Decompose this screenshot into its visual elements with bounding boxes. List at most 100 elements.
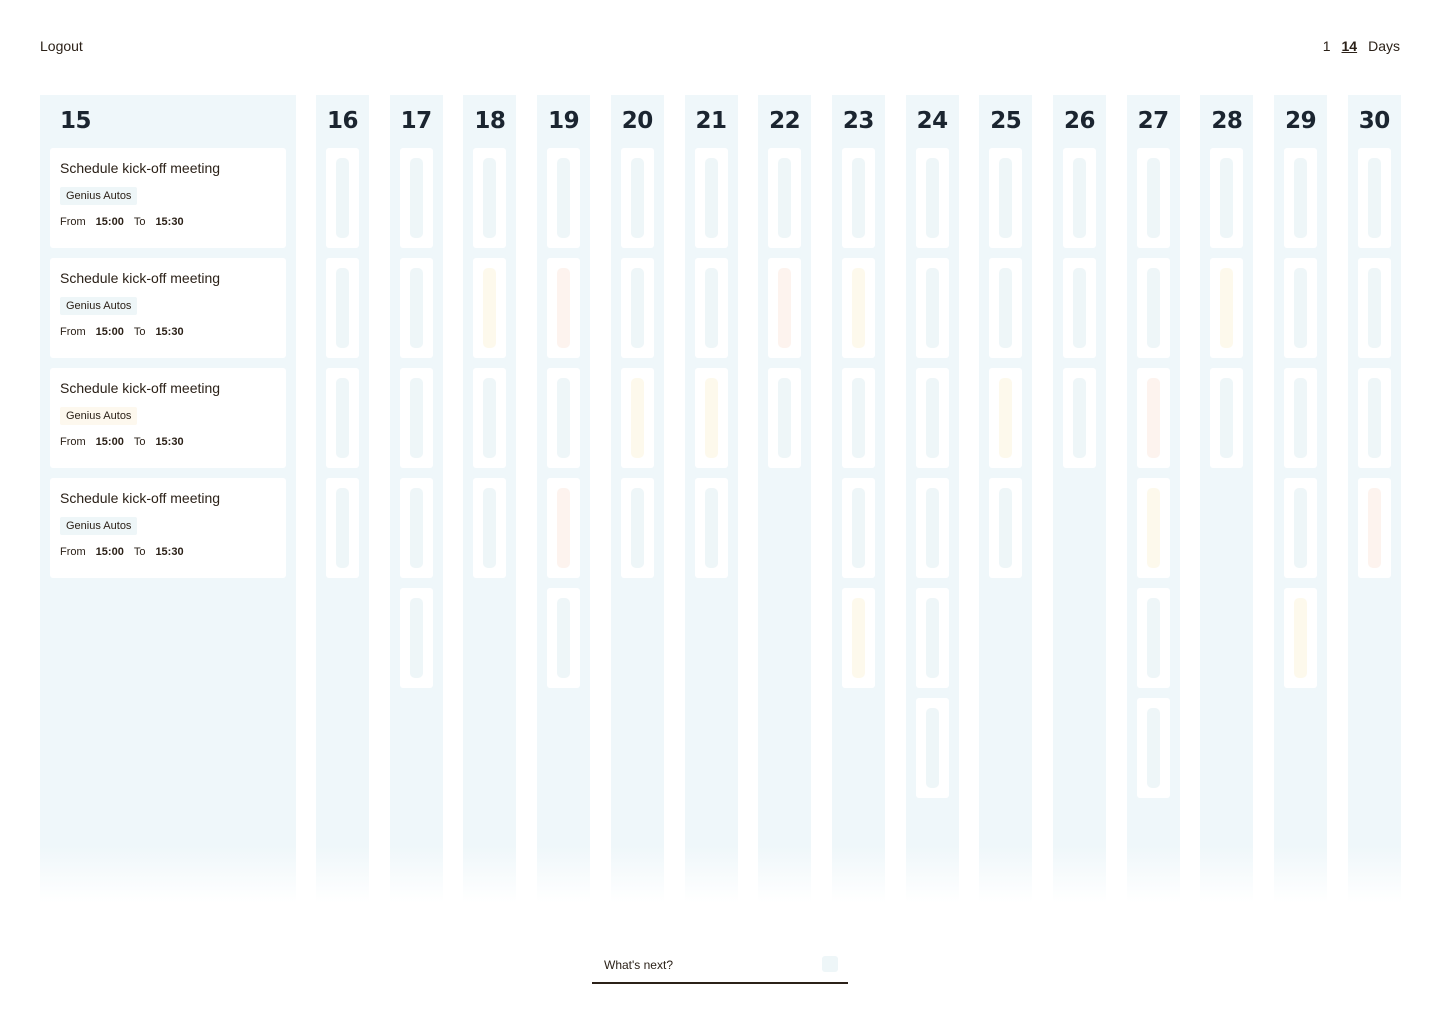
to-time: 15:30 [155, 436, 184, 448]
event-card-collapsed[interactable] [841, 148, 875, 248]
day-number: 20 [621, 108, 654, 134]
event-placeholder-bar [1146, 268, 1160, 348]
day-number: 24 [916, 108, 949, 134]
event-card-collapsed[interactable] [841, 368, 875, 468]
event-card-collapsed[interactable] [694, 148, 728, 248]
event-card-collapsed[interactable] [620, 478, 654, 578]
event-card-collapsed[interactable] [989, 478, 1023, 578]
event-card-collapsed[interactable] [473, 478, 507, 578]
event-card-collapsed[interactable] [547, 368, 581, 468]
event-card-collapsed[interactable] [768, 368, 802, 468]
event-card-collapsed[interactable] [1136, 588, 1170, 688]
event-card-collapsed[interactable] [399, 148, 433, 248]
event-card-collapsed[interactable] [326, 368, 359, 468]
event-card-collapsed[interactable] [1284, 588, 1318, 688]
event-card-collapsed[interactable] [841, 478, 875, 578]
event-card[interactable]: Schedule kick-off meeting Genius Autos F… [50, 148, 286, 248]
send-icon[interactable] [822, 956, 838, 972]
event-placeholder-bar [999, 488, 1013, 568]
range-option-14[interactable]: 14 [1341, 38, 1358, 54]
event-card-collapsed[interactable] [473, 368, 507, 468]
event-card-collapsed[interactable] [1210, 258, 1244, 358]
event-card-collapsed[interactable] [1136, 698, 1170, 798]
event-card-collapsed[interactable] [989, 368, 1023, 468]
event-card-collapsed[interactable] [915, 148, 949, 248]
event-card-collapsed[interactable] [547, 588, 581, 688]
event-card-collapsed[interactable] [1136, 478, 1170, 578]
event-card-collapsed[interactable] [399, 588, 433, 688]
event-card-collapsed[interactable] [1063, 368, 1096, 468]
day-column: 27 [1126, 95, 1180, 903]
event-card-collapsed[interactable] [399, 368, 433, 468]
event-card-collapsed[interactable] [399, 258, 433, 358]
event-card-collapsed[interactable] [1357, 478, 1391, 578]
event-card-collapsed[interactable] [915, 478, 949, 578]
event-card-collapsed[interactable] [915, 588, 949, 688]
event-card-collapsed[interactable] [326, 148, 359, 248]
event-card-collapsed[interactable] [547, 148, 581, 248]
event-card-collapsed[interactable] [1210, 368, 1244, 468]
day-column: 17 [389, 95, 443, 903]
range-option-1[interactable]: 1 [1322, 38, 1331, 54]
event-card-collapsed[interactable] [989, 258, 1023, 358]
event-placeholder-bar [851, 598, 865, 678]
day-number: 27 [1137, 108, 1170, 134]
day-number: 26 [1063, 108, 1096, 134]
event-card-collapsed[interactable] [326, 478, 359, 578]
event-card-collapsed[interactable] [1136, 258, 1170, 358]
event-card-collapsed[interactable] [694, 478, 728, 578]
event-card-collapsed[interactable] [915, 368, 949, 468]
day-number: 21 [695, 108, 727, 134]
event-placeholder-bar [925, 268, 939, 348]
event-card-collapsed[interactable] [547, 478, 581, 578]
event-card-collapsed[interactable] [768, 148, 802, 248]
event-placeholder-bar [1146, 708, 1160, 788]
event-card-collapsed[interactable] [473, 258, 507, 358]
event-card-collapsed[interactable] [620, 258, 654, 358]
event-card-collapsed[interactable] [1136, 368, 1170, 468]
event-card-collapsed[interactable] [620, 368, 654, 468]
from-label: From [60, 216, 86, 228]
day-column: 25 [979, 95, 1033, 903]
event-placeholder-bar [1073, 158, 1086, 238]
whats-next-input[interactable] [602, 954, 806, 976]
event-placeholder-bar [999, 268, 1013, 348]
event-title: Schedule kick-off meeting [60, 160, 221, 176]
event-card-collapsed[interactable] [694, 258, 728, 358]
event-card-collapsed[interactable] [620, 148, 654, 248]
event-card[interactable]: Schedule kick-off meeting Genius Autos F… [50, 368, 286, 468]
day-column: 23 [831, 95, 885, 903]
event-card[interactable]: Schedule kick-off meeting Genius Autos F… [50, 478, 286, 578]
event-card-collapsed[interactable] [1136, 148, 1170, 248]
event-card-collapsed[interactable] [915, 258, 949, 358]
client-tag: Genius Autos [60, 517, 138, 535]
event-card-collapsed[interactable] [841, 588, 875, 688]
event-placeholder-bar [557, 268, 571, 348]
event-card-collapsed[interactable] [1284, 368, 1318, 468]
event-card-collapsed[interactable] [399, 478, 433, 578]
event-card-collapsed[interactable] [1284, 148, 1318, 248]
event-card-collapsed[interactable] [1063, 258, 1096, 358]
event-card-collapsed[interactable] [768, 258, 802, 358]
event-card-collapsed[interactable] [989, 148, 1023, 248]
event-card-collapsed[interactable] [473, 148, 507, 248]
day-number: 29 [1285, 108, 1317, 134]
event-card[interactable]: Schedule kick-off meeting Genius Autos F… [50, 258, 286, 358]
event-card-collapsed[interactable] [915, 698, 949, 798]
event-placeholder-bar [851, 378, 865, 458]
event-card-collapsed[interactable] [326, 258, 359, 358]
logout-link[interactable]: Logout [40, 38, 83, 54]
event-card-collapsed[interactable] [1357, 368, 1391, 468]
event-card-collapsed[interactable] [1063, 148, 1096, 248]
event-card-collapsed[interactable] [694, 368, 728, 468]
event-placeholder-bar [925, 598, 939, 678]
event-card-collapsed[interactable] [1210, 148, 1244, 248]
event-card-collapsed[interactable] [1284, 478, 1318, 578]
event-card-collapsed[interactable] [547, 258, 581, 358]
event-card-collapsed[interactable] [1284, 258, 1318, 358]
event-card-collapsed[interactable] [1357, 148, 1391, 248]
event-card-collapsed[interactable] [1357, 258, 1391, 358]
day-column: 19 [537, 95, 591, 903]
event-card-collapsed[interactable] [841, 258, 875, 358]
client-tag: Genius Autos [60, 297, 138, 315]
